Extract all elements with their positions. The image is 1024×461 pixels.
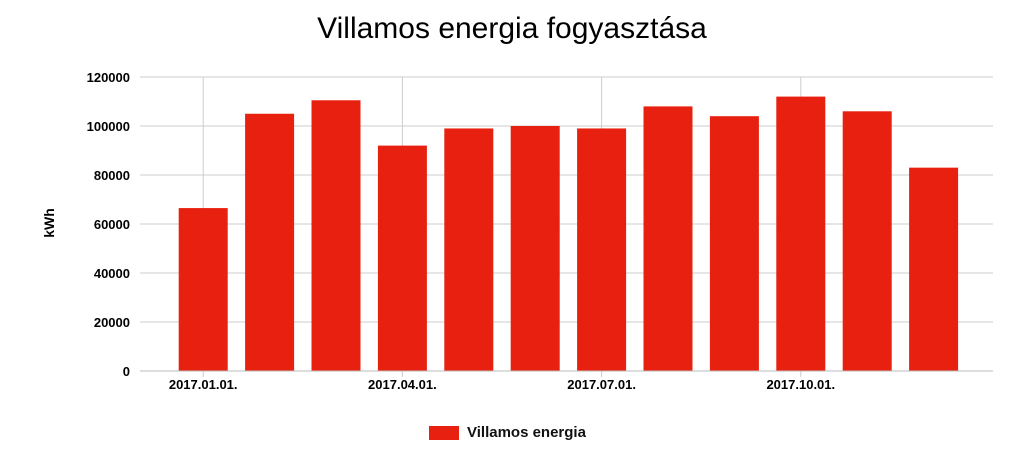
x-tick-label: 2017.10.01. bbox=[766, 377, 835, 392]
y-tick-label: 120000 bbox=[87, 70, 130, 85]
bar bbox=[311, 100, 361, 372]
bar bbox=[776, 96, 826, 371]
bar bbox=[909, 167, 959, 371]
axes: 0 20000 40000 60000 80000 100000 120000 2017.01… bbox=[87, 70, 993, 392]
y-axis-title: kWh bbox=[41, 208, 57, 238]
bar bbox=[709, 116, 759, 371]
bar bbox=[245, 113, 295, 371]
bar bbox=[178, 208, 228, 371]
x-tick-label: 2017.04.01. bbox=[368, 377, 437, 392]
y-tick-label: 60000 bbox=[94, 217, 130, 232]
bar bbox=[377, 145, 427, 371]
y-tick-label: 0 bbox=[123, 364, 130, 379]
bar bbox=[577, 128, 627, 371]
y-tick-label: 40000 bbox=[94, 266, 130, 281]
bar bbox=[643, 106, 693, 372]
bar bbox=[842, 111, 892, 372]
y-tick-label: 20000 bbox=[94, 315, 130, 330]
bar bbox=[444, 128, 494, 371]
legend: Villamos energia bbox=[429, 424, 586, 441]
legend-swatch bbox=[429, 425, 459, 440]
bars bbox=[178, 96, 959, 372]
bar bbox=[510, 126, 560, 371]
chart-title: Villamos energia fogyasztása bbox=[317, 12, 707, 45]
y-tick-label: 80000 bbox=[94, 168, 130, 183]
x-tick-label: 2017.01.01. bbox=[169, 377, 238, 392]
x-tick-label: 2017.07.01. bbox=[567, 377, 636, 392]
legend-label: Villamos energia bbox=[467, 424, 586, 441]
y-tick-label: 100000 bbox=[87, 119, 130, 134]
